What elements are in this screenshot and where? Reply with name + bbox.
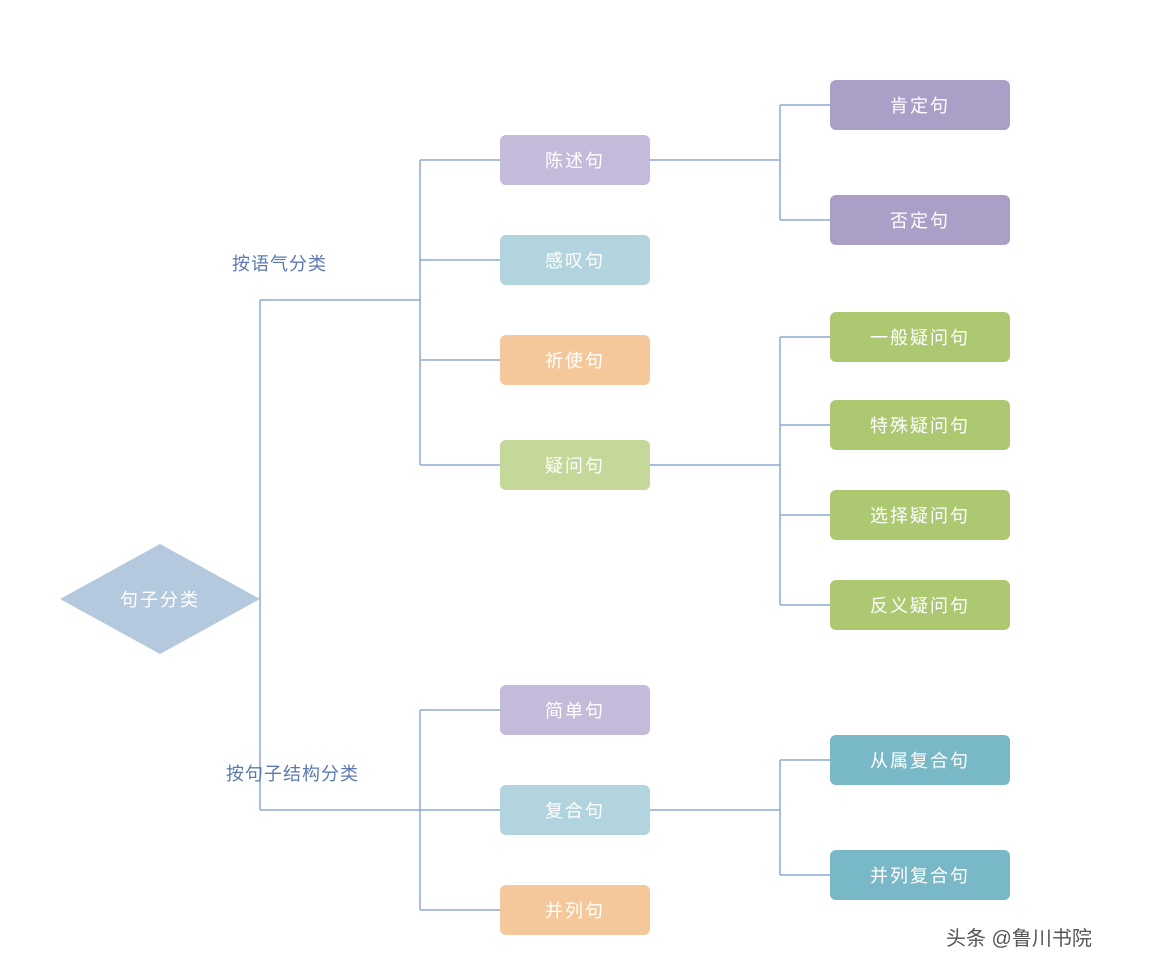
diagram-canvas: 句子分类 按语气分类 按句子结构分类 陈述句 感叹句 祈使句 疑问句 肯定句 否… [0, 0, 1159, 954]
node-binglie: 并列句 [500, 885, 650, 935]
node-chenshu: 陈述句 [500, 135, 650, 185]
branch-label-structure: 按句子结构分类 [226, 760, 359, 786]
root-label: 句子分类 [120, 586, 200, 612]
node-congshu: 从属复合句 [830, 735, 1010, 785]
node-gantan: 感叹句 [500, 235, 650, 285]
root-node: 句子分类 [60, 544, 260, 654]
node-kending: 肯定句 [830, 80, 1010, 130]
node-teshu: 特殊疑问句 [830, 400, 1010, 450]
node-jiandan: 简单句 [500, 685, 650, 735]
node-fouding: 否定句 [830, 195, 1010, 245]
node-fuhe: 复合句 [500, 785, 650, 835]
node-qishi: 祈使句 [500, 335, 650, 385]
branch-label-tone: 按语气分类 [232, 250, 327, 276]
node-xuanze: 选择疑问句 [830, 490, 1010, 540]
node-binglief: 并列复合句 [830, 850, 1010, 900]
node-fanyi: 反义疑问句 [830, 580, 1010, 630]
node-yiwen: 疑问句 [500, 440, 650, 490]
node-yiban: 一般疑问句 [830, 312, 1010, 362]
watermark: 头条 @鲁川书院 [946, 922, 1092, 951]
